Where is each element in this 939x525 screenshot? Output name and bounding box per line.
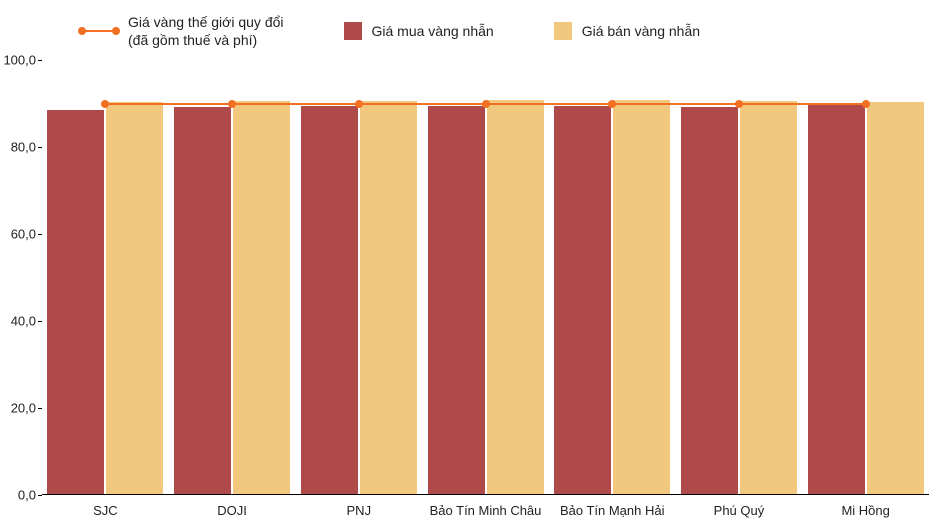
bar-buy bbox=[681, 107, 738, 495]
legend-swatch-sell bbox=[554, 22, 572, 40]
x-axis-labels: SJCDOJIPNJBảo Tín Minh ChâuBảo Tín Mạnh … bbox=[42, 497, 929, 525]
y-tick-label: 0,0 bbox=[18, 488, 36, 503]
legend-dot-left bbox=[78, 27, 86, 35]
y-tick-label: 100,0 bbox=[3, 53, 36, 68]
legend-swatch-buy bbox=[344, 22, 362, 40]
bar-buy bbox=[554, 106, 611, 495]
legend-label-buy: Giá mua vàng nhẫn bbox=[372, 22, 494, 40]
legend-line-label-l2: (đã gồm thuế và phí) bbox=[128, 32, 257, 48]
y-tick-label: 20,0 bbox=[11, 401, 36, 416]
x-tick-label: Bảo Tín Mạnh Hải bbox=[549, 497, 676, 525]
legend-label-sell: Giá bán vàng nhẫn bbox=[582, 22, 700, 40]
bar-group bbox=[549, 60, 676, 495]
world-price-marker bbox=[355, 100, 363, 108]
bar-sell bbox=[233, 101, 290, 495]
world-price-marker bbox=[608, 100, 616, 108]
y-tick-mark bbox=[38, 234, 42, 235]
y-tick-mark bbox=[38, 321, 42, 322]
bar-buy bbox=[174, 107, 231, 495]
y-tick-mark bbox=[38, 495, 42, 496]
y-axis: 0,020,040,060,080,0100,0 bbox=[0, 60, 42, 495]
bar-group bbox=[42, 60, 169, 495]
x-axis-line bbox=[42, 494, 929, 495]
legend-line-label: Giá vàng thế giới quy đổi (đã gồm thuế v… bbox=[128, 13, 284, 49]
y-tick-mark bbox=[38, 408, 42, 409]
bar-group bbox=[802, 60, 929, 495]
x-tick-label: DOJI bbox=[169, 497, 296, 525]
gold-price-chart: Giá vàng thế giới quy đổi (đã gồm thuế v… bbox=[0, 0, 939, 525]
legend-line-swatch bbox=[80, 25, 118, 37]
legend-item-line: Giá vàng thế giới quy đổi (đã gồm thuế v… bbox=[80, 13, 284, 49]
bar-group bbox=[676, 60, 803, 495]
bar-sell bbox=[867, 102, 924, 495]
y-tick-mark bbox=[38, 147, 42, 148]
world-price-marker bbox=[482, 100, 490, 108]
bar-sell bbox=[487, 100, 544, 495]
y-tick-label: 60,0 bbox=[11, 227, 36, 242]
x-tick-label: Bảo Tín Minh Châu bbox=[422, 497, 549, 525]
legend-line-label-l1: Giá vàng thế giới quy đổi bbox=[128, 14, 284, 30]
bar-buy bbox=[47, 110, 104, 495]
bar-sell bbox=[740, 101, 797, 495]
plot-area bbox=[42, 60, 929, 495]
world-price-marker bbox=[735, 100, 743, 108]
bar-group bbox=[295, 60, 422, 495]
bar-buy bbox=[808, 105, 865, 495]
bar-groups bbox=[42, 60, 929, 495]
x-tick-label: Mi Hồng bbox=[802, 497, 929, 525]
world-price-marker bbox=[228, 100, 236, 108]
bar-sell bbox=[106, 102, 163, 495]
y-tick-mark bbox=[38, 60, 42, 61]
x-tick-label: PNJ bbox=[295, 497, 422, 525]
legend: Giá vàng thế giới quy đổi (đã gồm thuế v… bbox=[80, 6, 919, 56]
legend-item-buy: Giá mua vàng nhẫn bbox=[344, 22, 494, 40]
bar-group bbox=[422, 60, 549, 495]
bar-buy bbox=[301, 106, 358, 495]
y-tick-label: 40,0 bbox=[11, 314, 36, 329]
bar-group bbox=[169, 60, 296, 495]
y-tick-label: 80,0 bbox=[11, 140, 36, 155]
world-price-marker bbox=[862, 100, 870, 108]
x-tick-label: SJC bbox=[42, 497, 169, 525]
legend-item-sell: Giá bán vàng nhẫn bbox=[554, 22, 700, 40]
bar-sell bbox=[613, 100, 670, 495]
legend-dot-right bbox=[112, 27, 120, 35]
bar-sell bbox=[360, 101, 417, 495]
x-tick-label: Phú Quý bbox=[676, 497, 803, 525]
world-price-marker bbox=[101, 100, 109, 108]
bar-buy bbox=[428, 106, 485, 495]
